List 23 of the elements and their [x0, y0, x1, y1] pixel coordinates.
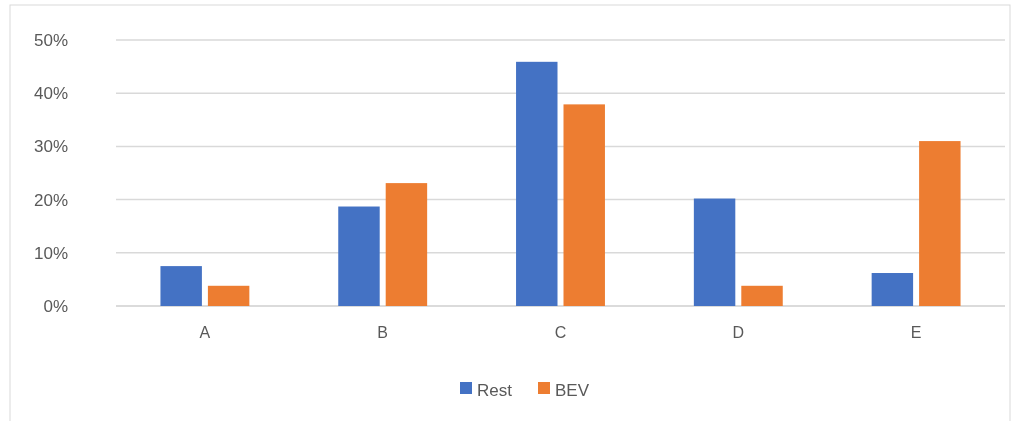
x-tick-label: D [732, 324, 745, 341]
bar [385, 183, 428, 306]
legend-label: BEV [555, 380, 590, 400]
y-tick-label: 10% [33, 243, 68, 263]
bar [207, 285, 250, 306]
y-tick-label: 20% [33, 190, 68, 210]
bar [516, 61, 558, 306]
x-tick-label: C [554, 324, 567, 341]
y-tick-label: 50% [33, 30, 68, 50]
x-tick-label: B [377, 324, 389, 341]
bar [338, 206, 380, 306]
bar [693, 198, 736, 306]
bar [160, 266, 202, 306]
x-tick-label: A [199, 324, 211, 341]
y-tick-label: 40% [33, 84, 68, 104]
y-tick-label: 30% [33, 137, 68, 157]
bar [741, 285, 783, 306]
y-tick-label: 0% [43, 296, 68, 316]
x-tick-label: E [910, 324, 922, 341]
bar [563, 104, 605, 306]
bar [871, 273, 914, 306]
bar [919, 141, 961, 306]
legend-label: Rest [477, 380, 513, 400]
